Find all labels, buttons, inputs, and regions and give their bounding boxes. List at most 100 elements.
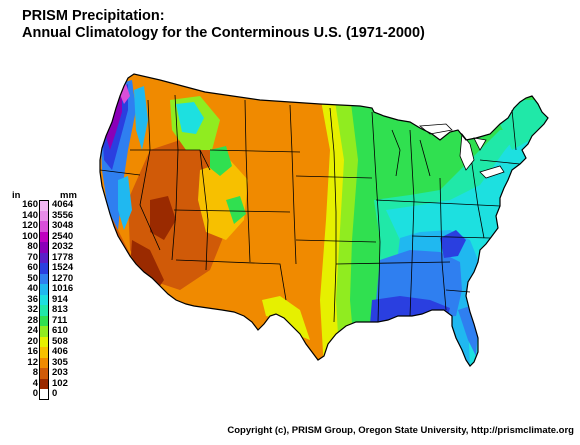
map-title-line-2: Annual Climatology for the Conterminous …	[22, 25, 425, 41]
legend-color-swatch	[39, 294, 49, 305]
copyright-notice: Copyright (c), PRISM Group, Oregon State…	[227, 425, 574, 436]
legend-color-swatch	[39, 378, 49, 389]
legend-inches-value: 80	[27, 241, 38, 252]
state-border	[329, 107, 337, 323]
northern-rockies-wet-zone	[176, 102, 204, 134]
legend-color-swatch	[39, 368, 49, 379]
legend-mm-value: 102	[52, 377, 68, 389]
state-border	[295, 175, 373, 179]
legend-row: 16 406	[6, 346, 86, 358]
legend-header: in mm	[6, 190, 86, 201]
legend-color-swatch	[39, 252, 49, 263]
map-title: PRISM Precipitation: Annual Climatology …	[22, 8, 425, 42]
legend-color-swatch	[39, 336, 49, 347]
state-border	[419, 139, 431, 177]
state-border	[511, 109, 517, 151]
legend-color-swatch	[39, 284, 49, 295]
legend-row: 24 610	[6, 325, 86, 337]
legend-color-swatch	[39, 200, 49, 211]
legend-color-swatch	[39, 263, 49, 274]
legend-mm-value: 203	[52, 367, 68, 378]
legend-mm-value: 711	[52, 314, 68, 326]
legend-color-swatch	[39, 357, 49, 368]
legend-color-swatch	[39, 210, 49, 221]
legend-mm-value: 508	[52, 335, 68, 347]
legend-inches-value: 4	[32, 377, 38, 389]
legend-color-swatch	[39, 305, 49, 316]
legend-mm-value: 1270	[52, 272, 74, 284]
legend-row: 60 1524	[6, 262, 86, 274]
legend-inches-value: 8	[32, 367, 38, 378]
legend-inches-value: 120	[22, 220, 38, 231]
state-border	[439, 177, 447, 311]
lake-erie	[479, 165, 505, 179]
legend-row: 36 914	[6, 293, 86, 305]
legend-row: 8 203	[6, 367, 86, 379]
south-texas-zone	[262, 296, 310, 340]
legend-row: 120 3048	[6, 220, 86, 232]
nevada-desert-zone	[150, 196, 176, 240]
legend-mm-value: 610	[52, 325, 68, 336]
legend-color-swatch	[39, 221, 49, 232]
legend-row: 28 711	[6, 314, 86, 326]
legend-row: 160 4064	[6, 199, 86, 211]
legend-row: 140 3556	[6, 209, 86, 221]
state-border	[375, 199, 501, 207]
legend-mm-value: 3048	[52, 220, 74, 231]
olympic-coast-zone	[104, 92, 122, 150]
legend-color-swatch	[39, 273, 49, 284]
legend-color-swatch	[39, 315, 49, 326]
state-border	[209, 149, 301, 153]
legend-row: 40 1016	[6, 283, 86, 295]
legend-inches-value: 70	[27, 251, 38, 263]
legend-color-swatch	[39, 326, 49, 337]
legend-row: 4 102	[6, 377, 86, 389]
state-border	[139, 99, 161, 251]
legend-color-swatch	[39, 242, 49, 253]
state-border	[244, 99, 251, 263]
legend-mm-value: 1524	[52, 262, 74, 273]
legend-mm-value: 2540	[52, 230, 74, 242]
legend-inches-value: 12	[27, 356, 38, 368]
legend-inches-value: 140	[22, 209, 38, 221]
legend-row: 100 2540	[6, 230, 86, 242]
legend-row: 32 813	[6, 304, 86, 316]
map-title-line-1: PRISM Precipitation:	[22, 8, 165, 24]
state-borders	[99, 94, 521, 323]
state-border	[371, 111, 381, 323]
colorado-peaks-zone	[226, 196, 246, 224]
legend-mm-header: mm	[60, 190, 77, 201]
legend-row: 12 305	[6, 356, 86, 368]
sierra-nevada-zone	[118, 176, 132, 230]
state-border	[409, 129, 415, 317]
state-border	[289, 104, 297, 265]
state-border	[445, 289, 471, 293]
legend-color-swatch	[39, 231, 49, 242]
legend-inches-value: 24	[27, 325, 38, 336]
legend-row: 50 1270	[6, 272, 86, 284]
legend-row: 80 2032	[6, 241, 86, 253]
legend-mm-value: 0	[52, 388, 58, 399]
legend-color-swatch	[39, 347, 49, 358]
legend-mm-value: 1778	[52, 251, 74, 263]
precipitation-legend: in mm 160 4064 140 3556 120 3048 100 2540 80 2032…	[6, 190, 86, 400]
legend-inches-value: 0	[32, 388, 38, 399]
state-border	[199, 149, 209, 271]
legend-inches-value: 160	[22, 199, 38, 210]
legend-inches-value: 20	[27, 335, 38, 347]
legend-mm-value: 813	[52, 304, 68, 315]
legend-inches-value: 50	[27, 272, 38, 284]
state-border	[173, 209, 291, 213]
legend-inches-value: 16	[27, 346, 38, 357]
yellowstone-zone	[210, 146, 232, 176]
legend-inches-value: 100	[22, 230, 38, 242]
legend-row: 20 508	[6, 335, 86, 347]
state-border	[479, 159, 521, 165]
legend-row: 70 1778	[6, 251, 86, 263]
legend-mm-value: 305	[52, 356, 68, 368]
legend-mm-value: 914	[52, 293, 68, 305]
legend-mm-value: 406	[52, 346, 68, 357]
legend-mm-value: 3556	[52, 209, 74, 221]
